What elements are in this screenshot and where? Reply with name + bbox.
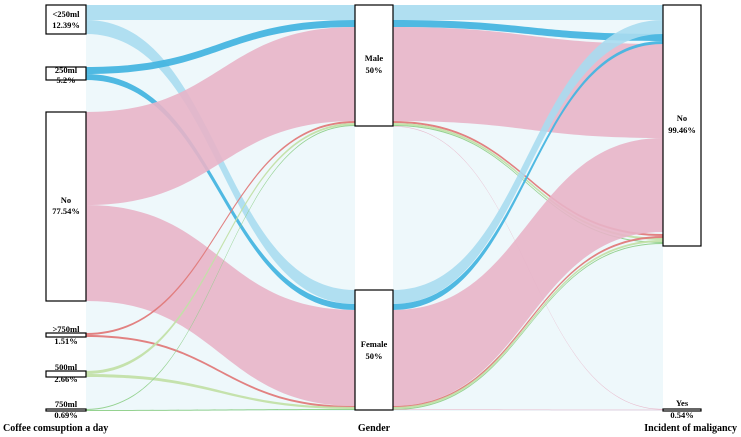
axis-label-gender: Gender [358,423,391,434]
flow-male-500-no [393,123,663,240]
node-coffee-lt250: <250ml 12.39% [45,4,87,35]
node-coffee-750: 750ml 0.69% [45,399,87,420]
node-malignancy-no-label: No [677,113,687,123]
node-coffee-gt750-label: >750ml [52,324,80,334]
node-coffee-750-value: 0.69% [54,410,77,420]
flow-250-male [86,20,355,74]
flow-lt250-male [86,5,355,20]
node-coffee-500-label: 500ml [55,362,78,372]
flow-female-750-no [393,243,663,410]
flow-500-female [86,374,355,409]
node-coffee-250-label: 250ml [55,65,78,75]
node-gender-female: Female 50% [354,289,394,411]
flow-male-gt750-no [393,121,663,236]
node-coffee-no: No 77.54% [45,111,87,302]
axis-label-coffee: Coffee comsuption a day [3,423,108,434]
node-coffee-500: 500ml 2.66% [45,362,87,384]
node-gender-male: Male 50% [354,4,394,127]
flow-500-male [86,123,355,374]
node-gender-female-value: 50% [366,351,383,361]
node-gender-male-label: Male [365,53,384,63]
node-malignancy-yes-value: 0.54% [670,410,693,420]
node-coffee-lt250-label: <250ml [52,9,80,19]
node-coffee-250-value: 5.2% [56,75,75,85]
node-coffee-250: 250ml 5.2% [45,65,87,85]
flow-male-250-no [393,20,663,41]
node-coffee-no-value: 77.54% [52,206,80,216]
node-gender-male-value: 50% [366,65,383,75]
node-coffee-750-label: 750ml [55,399,78,409]
node-malignancy-yes-label: Yes [676,398,689,408]
flow-male-750-no [393,125,663,243]
flow-male-no-no [393,27,663,138]
flow-female-yes [393,409,663,411]
flow-gt750-male [86,121,355,335]
flow-750-male [86,125,355,410]
flow-250-female [86,74,355,310]
flow-female-gt750-no [393,236,663,408]
flow-layer [86,5,663,411]
node-malignancy-no-value: 99.46% [668,125,696,135]
node-coffee-lt250-value: 12.39% [52,20,80,30]
coffee-axis-nodes: <250ml 12.39% 250ml 5.2% No 77.54% >750m… [45,4,87,420]
flow-male-lt250-no [393,5,663,20]
flow-female-no-no [393,138,663,406]
node-coffee-500-value: 2.66% [54,374,77,384]
axis-label-malignancy: Incident of maligancy [644,423,737,434]
node-gender-female-label: Female [361,339,388,349]
flow-no-male [86,27,355,205]
node-malignancy-yes: Yes 0.54% [662,398,702,420]
flow-female-500-no [393,240,663,409]
flow-female-lt250-no [393,20,663,304]
node-coffee-gt750-value: 1.51% [54,336,77,346]
malignancy-axis-nodes: No 99.46% Yes 0.54% [662,4,702,420]
node-coffee-no-label: No [61,195,71,205]
node-coffee-gt750: >750ml 1.51% [45,324,87,346]
flow-750-female [86,409,355,411]
flow-female-250-no [393,41,663,310]
flow-gt750-female [86,335,355,408]
node-malignancy-no: No 99.46% [662,4,702,247]
gender-axis-nodes: Male 50% Female 50% [354,4,394,411]
flow-no-female [86,205,355,406]
